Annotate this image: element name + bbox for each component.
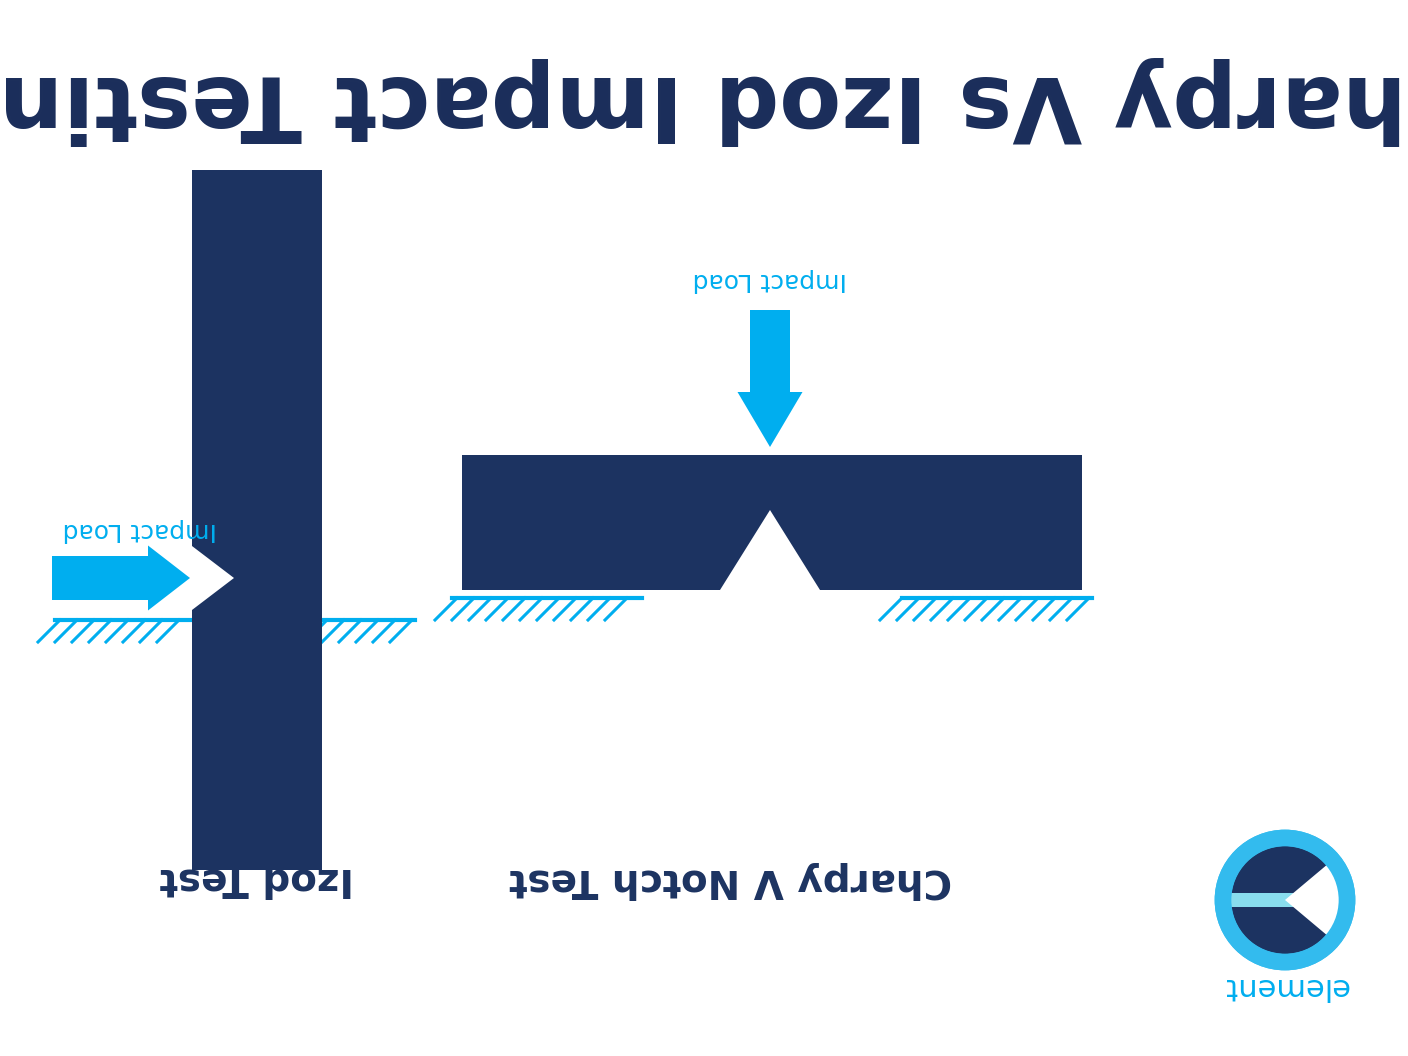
FancyArrow shape <box>52 546 190 610</box>
Polygon shape <box>191 170 322 870</box>
Text: Charpy V Notch Test: Charpy V Notch Test <box>508 861 952 899</box>
Text: Izod Test: Izod Test <box>159 861 355 899</box>
Bar <box>1229 893 1340 907</box>
Polygon shape <box>462 455 1081 590</box>
Wedge shape <box>1231 900 1339 954</box>
FancyArrow shape <box>738 310 803 447</box>
Wedge shape <box>1286 857 1352 942</box>
Text: element: element <box>1222 972 1347 1000</box>
Text: Impact Load: Impact Load <box>693 268 848 293</box>
Circle shape <box>1231 846 1339 954</box>
Wedge shape <box>1231 846 1339 900</box>
Text: Charpy Vs Izod Impact Testing: Charpy Vs Izod Impact Testing <box>0 56 1408 145</box>
Text: Impact Load: Impact Load <box>63 518 217 542</box>
